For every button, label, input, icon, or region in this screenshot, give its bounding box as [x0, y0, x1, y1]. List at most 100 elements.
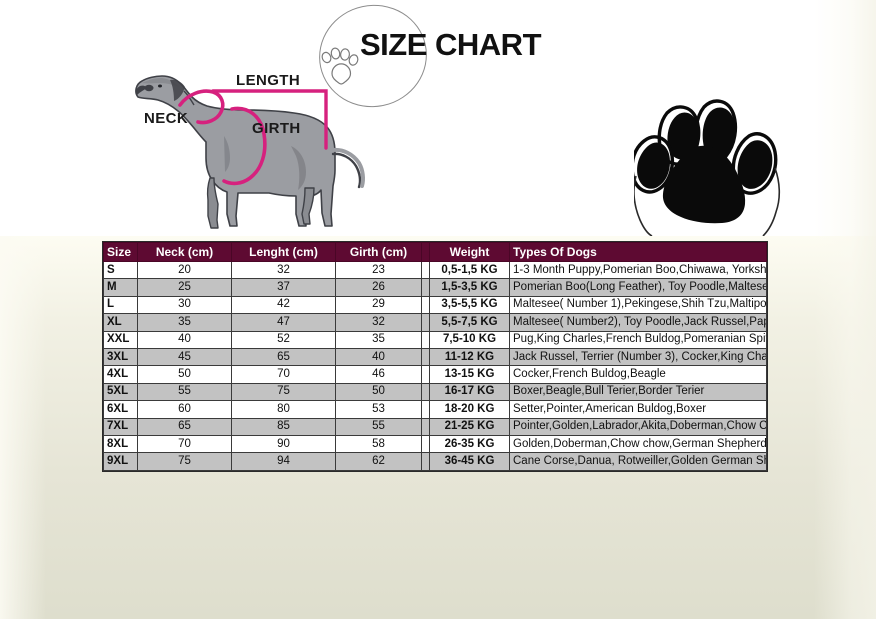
table-header-row: Size Neck (cm) Lenght (cm) Girth (cm) We… — [103, 242, 767, 262]
cell-types: Maltesee( Number 1),Pekingese,Shih Tzu,M… — [509, 295, 767, 315]
header-size: Size — [103, 242, 138, 262]
cell-weight: 11-12 KG — [429, 347, 510, 367]
cell-gap — [421, 434, 430, 454]
header-length: Lenght (cm) — [231, 242, 336, 262]
cell-neck: 65 — [137, 417, 232, 436]
cell-types: Pomerian Boo(Long Feather), Toy Poodle,M… — [509, 278, 767, 297]
cell-length: 42 — [231, 295, 336, 315]
cell-length: 65 — [231, 347, 336, 367]
table-row: XXL 40 52 35 7,5-10 KG Pug,King Charles,Frenc… — [103, 330, 767, 349]
size-table-container: Size Neck (cm) Lenght (cm) Girth (cm) We… — [103, 242, 767, 471]
cell-size: 7XL — [103, 417, 138, 436]
cell-size: 9XL — [103, 452, 138, 471]
length-measure-line — [211, 89, 328, 150]
dog-figure-svg — [135, 75, 365, 229]
cell-types: Golden,Doberman,Chow chow,German Shepher… — [509, 434, 767, 454]
title-block: SIZE CHART — [303, 0, 553, 118]
cell-size: 8XL — [103, 434, 138, 454]
cell-gap — [421, 313, 430, 332]
cell-gap — [421, 452, 430, 471]
dog-body — [135, 75, 365, 229]
table-row: S 20 32 23 0,5-1,5 KG 1-3 Month Puppy,Pomeria… — [103, 260, 767, 280]
cell-neck: 45 — [137, 347, 232, 367]
cell-length: 32 — [231, 260, 336, 280]
cell-size: 5XL — [103, 382, 138, 402]
dog-illustration: LENGTH NECK GIRTH — [128, 50, 378, 240]
cell-types: Pug,King Charles,French Buldog,Pomerania… — [509, 330, 767, 349]
table-row: 9XL 75 94 62 36-45 KG Cane Corse,Danua, Rotwe… — [103, 452, 767, 471]
header-gap — [421, 242, 430, 262]
cell-types: Boxer,Beagle,Bull Terier,Border Terier — [509, 382, 767, 402]
size-chart-table: Size Neck (cm) Lenght (cm) Girth (cm) We… — [103, 242, 767, 471]
cell-gap — [421, 330, 430, 349]
measurement-lines — [178, 89, 328, 186]
cell-types: Pointer,Golden,Labrador,Akita,Doberman,C… — [509, 417, 767, 436]
paw-toes — [634, 99, 778, 195]
cell-gap — [421, 382, 430, 402]
header-neck: Neck (cm) — [137, 242, 232, 262]
cell-size: 4XL — [103, 365, 138, 384]
table-row: 5XL 55 75 50 16-17 KG Boxer,Beagle,Bull Terie… — [103, 382, 767, 402]
table-row: XL 35 47 32 5,5-7,5 KG Maltesee( Number2), To… — [103, 313, 767, 332]
cell-types: Setter,Pointer,American Buldog,Boxer — [509, 400, 767, 419]
cell-girth: 26 — [335, 278, 422, 297]
page-title: SIZE CHART — [360, 27, 542, 62]
cell-size: 3XL — [103, 347, 138, 367]
cell-types: 1-3 Month Puppy,Pomerian Boo,Chiwawa, Yo… — [509, 260, 767, 280]
cell-weight: 21-25 KG — [429, 417, 510, 436]
cell-neck: 40 — [137, 330, 232, 349]
cell-weight: 36-45 KG — [429, 452, 510, 471]
neck-measure-line — [178, 89, 225, 125]
cell-length: 85 — [231, 417, 336, 436]
cell-gap — [421, 347, 430, 367]
cell-girth: 40 — [335, 347, 422, 367]
cell-neck: 30 — [137, 295, 232, 315]
cell-size: M — [103, 278, 138, 297]
cell-size: XL — [103, 313, 138, 332]
paw-outline-icon — [321, 47, 359, 85]
cell-girth: 55 — [335, 417, 422, 436]
paw-fur-outline — [634, 167, 781, 236]
header-weight: Weight — [429, 242, 510, 262]
cell-size: L — [103, 295, 138, 315]
table-row: 7XL 65 85 55 21-25 KG Pointer,Golden,Labrador… — [103, 417, 767, 436]
table-row: 6XL 60 80 53 18-20 KG Setter,Pointer,American… — [103, 400, 767, 419]
cell-neck: 60 — [137, 400, 232, 419]
header-types: Types Of Dogs — [509, 242, 767, 262]
cell-gap — [421, 365, 430, 384]
cell-length: 75 — [231, 382, 336, 402]
cell-length: 70 — [231, 365, 336, 384]
cell-girth: 23 — [335, 260, 422, 280]
cell-length: 52 — [231, 330, 336, 349]
cell-girth: 35 — [335, 330, 422, 349]
cell-weight: 3,5-5,5 KG — [429, 295, 510, 315]
cell-weight: 13-15 KG — [429, 365, 510, 384]
girth-measure-line — [222, 106, 267, 186]
cell-types: Maltesee( Number2), Toy Poodle,Jack Russ… — [509, 313, 767, 332]
cell-girth: 46 — [335, 365, 422, 384]
cell-size: XXL — [103, 330, 138, 349]
cell-types: Cane Corse,Danua, Rotweiller,Golden Germ… — [509, 452, 767, 471]
cell-weight: 1,5-3,5 KG — [429, 278, 510, 297]
cell-size: S — [103, 260, 138, 280]
cell-weight: 26-35 KG — [429, 434, 510, 454]
paw-heel-pad — [662, 145, 746, 224]
cell-neck: 50 — [137, 365, 232, 384]
table-row: 8XL 70 90 58 26-35 KG Golden,Doberman,Chow ch… — [103, 434, 767, 454]
header-girth: Girth (cm) — [335, 242, 422, 262]
cell-gap — [421, 260, 430, 280]
table-row: 4XL 50 70 46 13-15 KG Cocker,French Buldog,Be… — [103, 365, 767, 384]
cell-gap — [421, 400, 430, 419]
cell-girth: 58 — [335, 434, 422, 454]
table-row: M 25 37 26 1,5-3,5 KG Pomerian Boo(Long Feath… — [103, 278, 767, 297]
cell-weight: 16-17 KG — [429, 382, 510, 402]
cell-length: 47 — [231, 313, 336, 332]
cell-types: Cocker,French Buldog,Beagle — [509, 365, 767, 384]
cell-weight: 7,5-10 KG — [429, 330, 510, 349]
cell-girth: 29 — [335, 295, 422, 315]
cell-weight: 5,5-7,5 KG — [429, 313, 510, 332]
cell-girth: 62 — [335, 452, 422, 471]
cell-gap — [421, 417, 430, 436]
cell-neck: 25 — [137, 278, 232, 297]
